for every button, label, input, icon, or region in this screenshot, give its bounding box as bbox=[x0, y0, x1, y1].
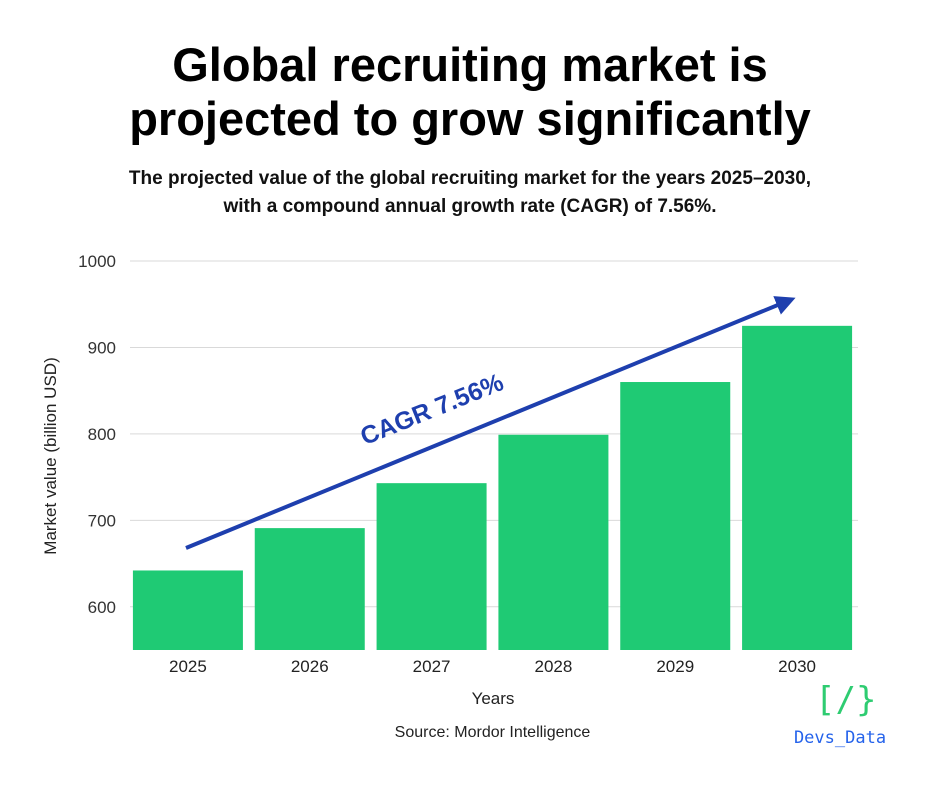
subtitle-line-2: with a compound annual growth rate (CAGR… bbox=[223, 196, 717, 217]
title-line-2: projected to grow significantly bbox=[129, 92, 811, 145]
y-axis-label: Market value (billion USD) bbox=[41, 357, 60, 554]
x-tick-label: 2026 bbox=[291, 657, 329, 676]
devsdata-logo-text: Devs_Data bbox=[793, 728, 887, 748]
subtitle-line-1: The projected value of the global recrui… bbox=[128, 168, 812, 189]
page-title: Global recruiting market is projected to… bbox=[0, 38, 940, 146]
cagr-arrow bbox=[185, 296, 796, 550]
cagr-annotation: CAGR 7.56% bbox=[357, 368, 508, 451]
y-tick-label: 1000 bbox=[78, 252, 116, 271]
y-tick-label: 900 bbox=[88, 338, 116, 357]
bar bbox=[132, 570, 243, 650]
bars bbox=[132, 325, 853, 650]
y-tick-label: 700 bbox=[88, 511, 116, 530]
x-tick-label: 2027 bbox=[413, 657, 451, 676]
gridlines bbox=[130, 260, 858, 608]
bar bbox=[498, 434, 609, 650]
title-line-1: Global recruiting market is bbox=[172, 38, 768, 91]
x-tick-label: 2030 bbox=[778, 657, 816, 676]
x-tick-label: 2029 bbox=[656, 657, 694, 676]
y-axis-ticks: 600 700 800 900 1000 bbox=[78, 252, 116, 617]
x-axis-label: Years bbox=[472, 689, 515, 708]
x-tick-label: 2025 bbox=[169, 657, 207, 676]
y-tick-label: 800 bbox=[88, 425, 116, 444]
source-note: Source: Mordor Intelligence bbox=[394, 724, 591, 741]
bar bbox=[376, 483, 487, 650]
subtitle: The projected value of the global recrui… bbox=[0, 165, 940, 221]
bar bbox=[254, 528, 365, 650]
bar bbox=[620, 382, 731, 650]
x-axis-ticks: 2025 2026 2027 2028 2029 2030 bbox=[169, 657, 816, 676]
devsdata-logo-icon: [/} bbox=[815, 680, 877, 720]
x-tick-label: 2028 bbox=[535, 657, 573, 676]
y-tick-label: 600 bbox=[88, 598, 116, 617]
bar bbox=[742, 325, 853, 650]
